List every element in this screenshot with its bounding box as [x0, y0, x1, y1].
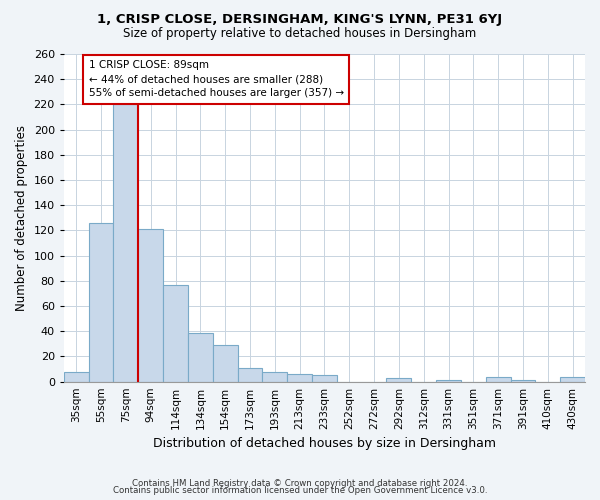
- Bar: [238, 368, 262, 382]
- Bar: [486, 376, 511, 382]
- Text: Size of property relative to detached houses in Dersingham: Size of property relative to detached ho…: [124, 28, 476, 40]
- Bar: [262, 372, 287, 382]
- Bar: [560, 376, 585, 382]
- Bar: [386, 378, 411, 382]
- Text: Contains HM Land Registry data © Crown copyright and database right 2024.: Contains HM Land Registry data © Crown c…: [132, 478, 468, 488]
- Bar: [213, 345, 238, 382]
- Bar: [312, 376, 337, 382]
- Y-axis label: Number of detached properties: Number of detached properties: [15, 125, 28, 311]
- Bar: [138, 229, 163, 382]
- Bar: [64, 372, 89, 382]
- Text: Contains public sector information licensed under the Open Government Licence v3: Contains public sector information licen…: [113, 486, 487, 495]
- Bar: [89, 223, 113, 382]
- Bar: [163, 284, 188, 382]
- Bar: [436, 380, 461, 382]
- Bar: [287, 374, 312, 382]
- Bar: [113, 104, 138, 382]
- Text: 1 CRISP CLOSE: 89sqm
← 44% of detached houses are smaller (288)
55% of semi-deta: 1 CRISP CLOSE: 89sqm ← 44% of detached h…: [89, 60, 344, 98]
- Bar: [188, 332, 213, 382]
- Bar: [511, 380, 535, 382]
- Text: 1, CRISP CLOSE, DERSINGHAM, KING'S LYNN, PE31 6YJ: 1, CRISP CLOSE, DERSINGHAM, KING'S LYNN,…: [97, 12, 503, 26]
- X-axis label: Distribution of detached houses by size in Dersingham: Distribution of detached houses by size …: [153, 437, 496, 450]
